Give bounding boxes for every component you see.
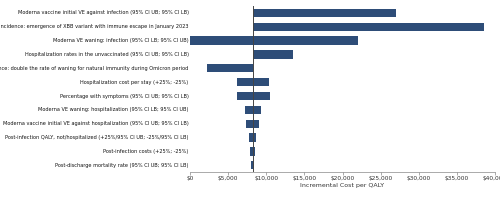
X-axis label: Incremental Cost per QALY: Incremental Cost per QALY xyxy=(300,183,384,188)
Bar xyxy=(250,161,254,169)
Bar xyxy=(207,64,252,72)
Bar xyxy=(252,50,293,59)
Bar xyxy=(190,36,358,45)
Bar xyxy=(252,23,484,31)
Bar xyxy=(250,133,256,142)
Bar xyxy=(238,92,270,100)
Bar xyxy=(238,78,270,86)
Bar xyxy=(250,147,255,156)
Bar xyxy=(246,120,260,128)
Bar xyxy=(245,106,261,114)
Bar xyxy=(252,9,396,17)
